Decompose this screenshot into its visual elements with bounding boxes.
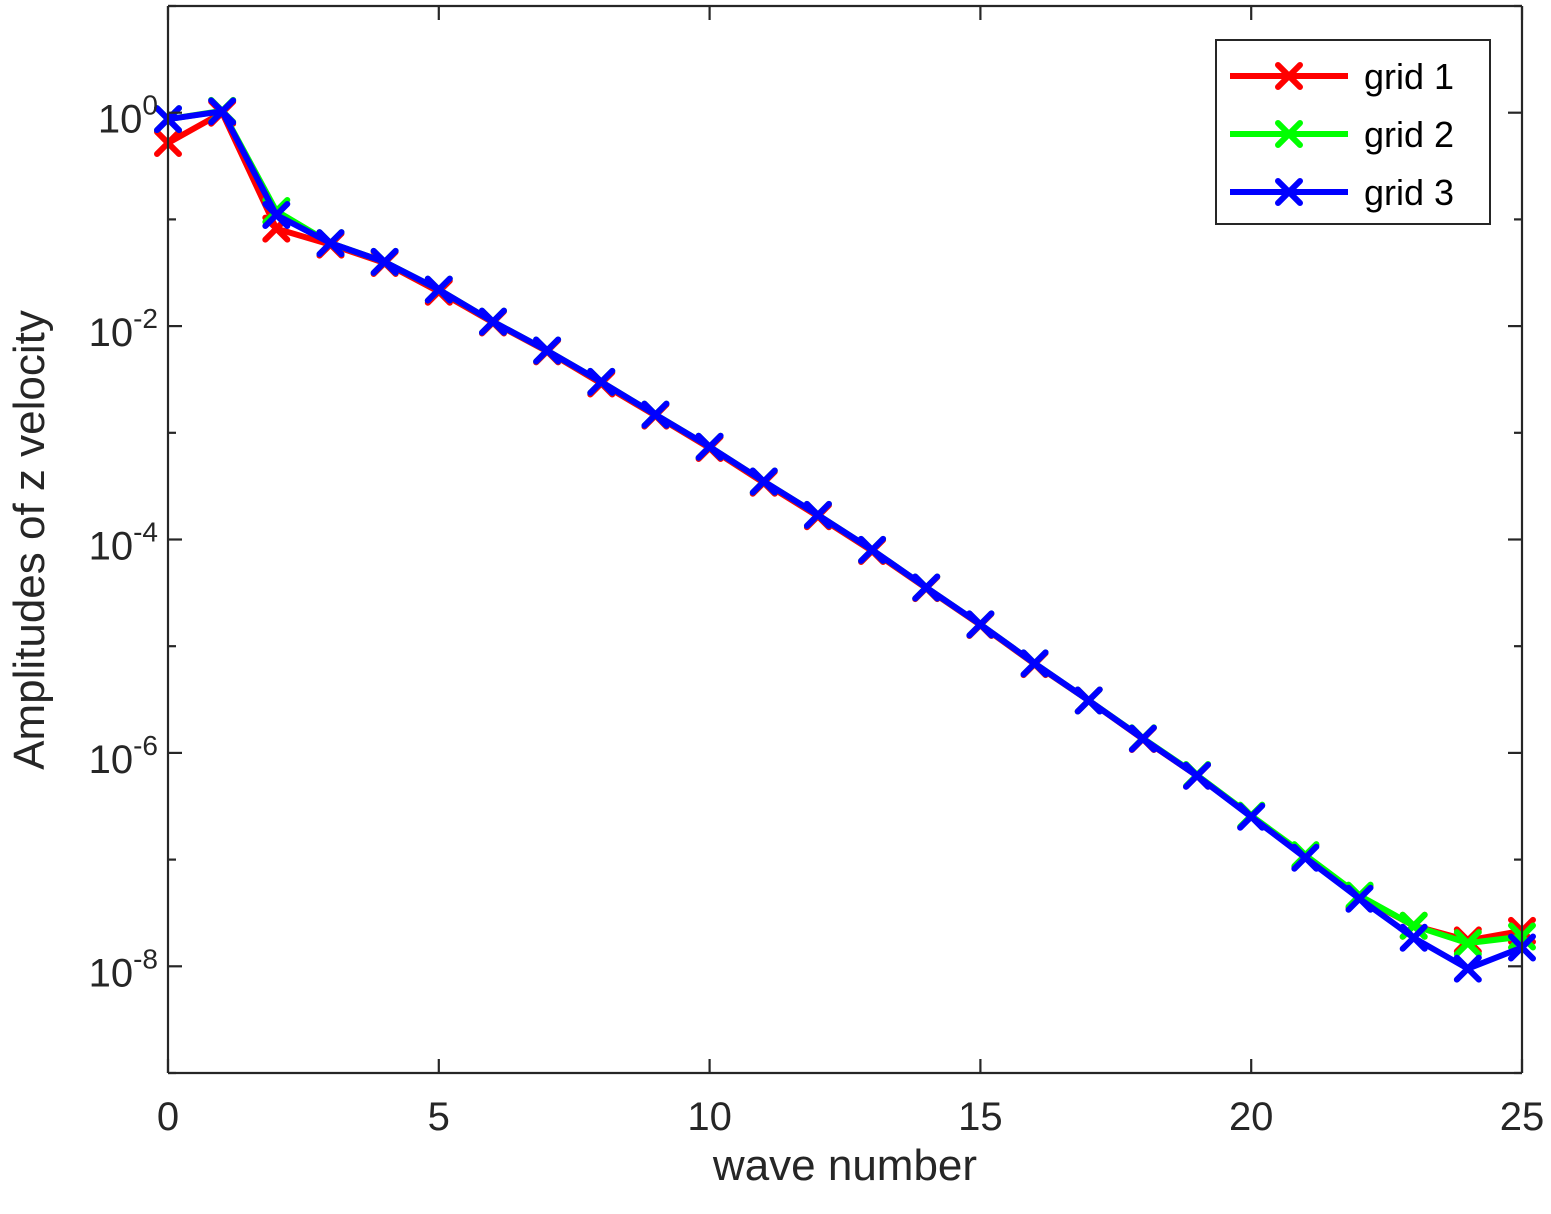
y-tick-label: 10-2 (89, 303, 158, 355)
legend-entry: grid 1 (1230, 56, 1454, 97)
data-point-marker (1020, 649, 1049, 678)
data-point-marker (966, 610, 995, 639)
data-point-marker (1345, 884, 1374, 913)
y-tick-label: 10-6 (89, 730, 158, 782)
data-point-marker (803, 500, 832, 529)
data-point-marker (208, 97, 237, 126)
data-point-marker (641, 400, 670, 429)
data-point-marker (1237, 802, 1266, 831)
data-point-marker (1291, 843, 1320, 872)
data-point-marker (1399, 923, 1428, 952)
data-point-marker (1183, 761, 1212, 790)
data-point-marker (316, 229, 345, 258)
x-tick-label: 15 (958, 1095, 1003, 1139)
axes-layer: 0 5 10 15 20 25 100 10-2 10-4 10-6 10-8 (89, 4, 1545, 1139)
y-tick-label: 10-4 (89, 517, 158, 569)
data-point-marker (424, 275, 453, 304)
y-tick-label: 100 (98, 90, 158, 142)
legend-entry: grid 2 (1230, 114, 1454, 155)
x-tick-label: 25 (1500, 1095, 1545, 1139)
data-point-marker (858, 535, 887, 564)
data-point-marker (695, 432, 724, 461)
x-tick-label: 5 (428, 1095, 450, 1139)
data-point-marker (1128, 724, 1157, 753)
data-point-marker (370, 247, 399, 276)
x-axis-label: wave number (712, 1141, 977, 1190)
legend-label: grid 2 (1364, 114, 1454, 155)
data-point-marker (262, 200, 291, 229)
legend-label: grid 3 (1364, 172, 1454, 213)
legend: grid 1 grid 2 grid 3 (1215, 39, 1491, 225)
data-point-marker (1453, 954, 1482, 983)
data-point-marker (1453, 929, 1482, 958)
data-point-marker (1074, 686, 1103, 715)
legend-swatch-marker (1275, 178, 1303, 206)
series-3 (154, 97, 1536, 983)
x-tick-label: 0 (157, 1095, 179, 1139)
legend-label: grid 1 (1364, 56, 1454, 97)
y-axis-label: Amplitudes of z velocity (5, 310, 54, 770)
data-point-marker (749, 467, 778, 496)
data-point-marker (587, 367, 616, 396)
legend-swatch-marker (1275, 62, 1303, 90)
y-tick-label: 10-8 (89, 943, 158, 995)
legend-swatch-marker (1275, 120, 1303, 148)
x-tick-label: 10 (687, 1095, 732, 1139)
data-point-marker (478, 307, 507, 336)
legend-entry: grid 3 (1230, 172, 1454, 213)
series-layer (154, 96, 1536, 983)
x-tick-label: 20 (1229, 1095, 1274, 1139)
data-point-marker (533, 336, 562, 365)
data-point-marker (912, 573, 941, 602)
